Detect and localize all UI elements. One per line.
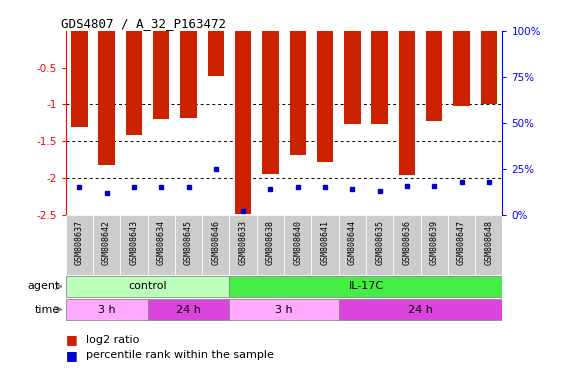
Text: GSM808641: GSM808641 — [320, 220, 329, 265]
FancyBboxPatch shape — [147, 299, 230, 320]
FancyBboxPatch shape — [93, 215, 120, 275]
FancyBboxPatch shape — [66, 276, 230, 297]
Text: GSM808638: GSM808638 — [266, 220, 275, 265]
Bar — [426, 31, 443, 121]
Text: 24 h: 24 h — [176, 305, 201, 314]
Bar — [453, 31, 470, 106]
Text: GSM808636: GSM808636 — [403, 220, 412, 265]
Bar — [153, 31, 170, 119]
Bar — [208, 31, 224, 76]
Bar — [481, 31, 497, 104]
Text: GSM808633: GSM808633 — [239, 220, 248, 265]
FancyBboxPatch shape — [339, 215, 366, 275]
FancyBboxPatch shape — [120, 215, 147, 275]
Bar — [262, 31, 279, 174]
Text: GSM808648: GSM808648 — [484, 220, 493, 265]
FancyBboxPatch shape — [339, 299, 502, 320]
Text: GSM808644: GSM808644 — [348, 220, 357, 265]
Bar — [344, 31, 360, 124]
Text: GSM808639: GSM808639 — [430, 220, 439, 265]
Text: log2 ratio: log2 ratio — [86, 335, 139, 345]
FancyBboxPatch shape — [230, 299, 339, 320]
Text: GSM808646: GSM808646 — [211, 220, 220, 265]
Text: control: control — [128, 281, 167, 291]
Bar — [126, 31, 142, 136]
Text: time: time — [35, 305, 60, 314]
Text: GSM808643: GSM808643 — [130, 220, 138, 265]
Bar — [317, 31, 333, 162]
FancyBboxPatch shape — [66, 215, 93, 275]
FancyBboxPatch shape — [284, 215, 311, 275]
FancyBboxPatch shape — [175, 215, 202, 275]
Text: GSM808635: GSM808635 — [375, 220, 384, 265]
FancyBboxPatch shape — [448, 215, 475, 275]
Bar — [71, 31, 87, 127]
Text: 24 h: 24 h — [408, 305, 433, 314]
Bar — [371, 31, 388, 124]
Text: GSM808634: GSM808634 — [156, 220, 166, 265]
FancyBboxPatch shape — [366, 215, 393, 275]
FancyBboxPatch shape — [66, 299, 147, 320]
FancyBboxPatch shape — [311, 215, 339, 275]
Text: agent: agent — [27, 281, 60, 291]
FancyBboxPatch shape — [421, 215, 448, 275]
Bar — [235, 31, 251, 214]
Text: GSM808640: GSM808640 — [293, 220, 302, 265]
FancyBboxPatch shape — [475, 215, 502, 275]
Text: GSM808645: GSM808645 — [184, 220, 193, 265]
Text: IL-17C: IL-17C — [348, 281, 384, 291]
Text: GSM808637: GSM808637 — [75, 220, 84, 265]
FancyBboxPatch shape — [257, 215, 284, 275]
Text: ■: ■ — [66, 333, 78, 346]
Bar — [180, 31, 196, 118]
FancyBboxPatch shape — [230, 215, 257, 275]
Text: ■: ■ — [66, 349, 78, 362]
Bar — [289, 31, 306, 155]
FancyBboxPatch shape — [393, 215, 421, 275]
Text: GSM808647: GSM808647 — [457, 220, 466, 265]
Text: 3 h: 3 h — [275, 305, 293, 314]
Text: GDS4807 / A_32_P163472: GDS4807 / A_32_P163472 — [61, 17, 226, 30]
FancyBboxPatch shape — [202, 215, 230, 275]
FancyBboxPatch shape — [147, 215, 175, 275]
Text: 3 h: 3 h — [98, 305, 115, 314]
Bar — [98, 31, 115, 165]
Text: percentile rank within the sample: percentile rank within the sample — [86, 350, 274, 360]
Bar — [399, 31, 415, 175]
FancyBboxPatch shape — [230, 276, 502, 297]
Text: GSM808642: GSM808642 — [102, 220, 111, 265]
